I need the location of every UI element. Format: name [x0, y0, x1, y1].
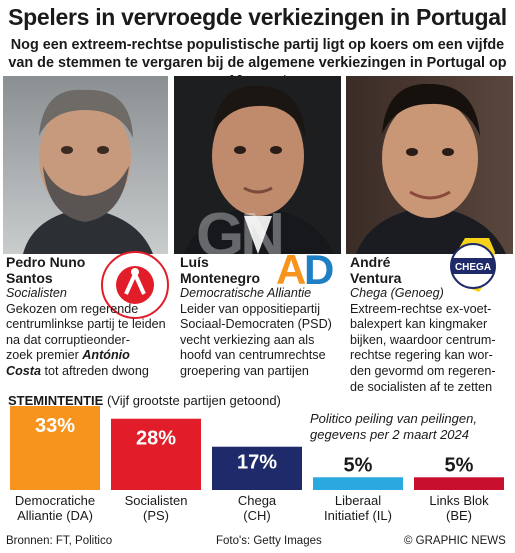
poll-note: Politico peiling van peilingen, gegevens… — [310, 411, 477, 442]
candidate-party: Democratische Alliantie — [180, 286, 312, 300]
candidate-pedro-nuno-santos: Pedro Nuno Santos Socialisten Gekozen om… — [6, 254, 176, 380]
candidate-name: Santos — [6, 270, 53, 286]
photo-pedro-nuno-santos — [3, 76, 168, 254]
candidate-description: Gekozen om regerende centrumlinkse parti… — [6, 301, 166, 378]
candidate-description: Leider van oppositiepartij Sociaal-Democ… — [180, 301, 332, 378]
photo-andre-ventura — [346, 76, 513, 254]
photo-luis-montenegro — [174, 76, 341, 254]
category-label-4: Initiatief (IL) — [324, 508, 392, 523]
bar-value-label-1: 33% — [35, 415, 75, 437]
bar-value-label-5: 5% — [445, 454, 474, 476]
bar-value-label-4: 5% — [344, 454, 373, 476]
footer-sources: Bronnen: FT, Politico — [6, 535, 113, 547]
bar-3 — [212, 446, 302, 490]
category-label-2: Socialisten — [125, 493, 188, 508]
footer-photo-credit: Foto's: Getty Images — [216, 535, 322, 547]
bar-5 — [414, 477, 504, 490]
category-label-1: Alliantie (DA) — [17, 508, 93, 523]
bar-1 — [10, 406, 100, 490]
stemintentie-label: STEMINTENTIE (Vijf grootste partijen get… — [8, 393, 281, 408]
category-label-4: Liberaal — [335, 493, 381, 508]
category-label-5: Links Blok — [429, 493, 489, 508]
candidate-name: Luís — [180, 254, 209, 270]
ad-logo: A D — [274, 244, 340, 295]
candidate-name: André — [350, 254, 391, 270]
partido-socialista-logo — [100, 250, 170, 325]
bar-value-label-3: 17% — [237, 452, 277, 474]
watermark: GN — [196, 201, 285, 270]
chega-logo: CHEGA — [443, 236, 507, 299]
bar-value-label-2: 28% — [136, 428, 176, 450]
candidate-luis-montenegro: Luís Montenegro Democratische Alliantie … — [180, 254, 348, 380]
footer-copyright: © GRAPHIC NEWS — [404, 535, 506, 547]
candidate-description: Extreem-rechtse ex-voet- balexpert kan k… — [350, 301, 496, 394]
candidate-party: Socialisten — [6, 286, 67, 300]
bar-4 — [313, 477, 403, 490]
svg-text:CHEGA: CHEGA — [455, 262, 491, 273]
bar-2 — [111, 418, 201, 490]
candidate-name: Ventura — [350, 270, 402, 286]
svg-text:A: A — [276, 246, 306, 290]
category-label-3: Chega — [238, 493, 277, 508]
chart-title: Spelers in vervroegde verkiezingen in Po… — [8, 4, 507, 30]
candidate-andre-ventura: André Ventura Chega (Genoeg) Extreem-rec… — [350, 254, 513, 395]
category-label-1: Democratiche — [15, 493, 95, 508]
candidate-name: Pedro Nuno — [6, 254, 86, 270]
category-label-2: (PS) — [143, 508, 169, 523]
category-label-5: (BE) — [446, 508, 472, 523]
category-label-3: (CH) — [243, 508, 270, 523]
svg-text:D: D — [304, 246, 334, 290]
candidate-name: Montenegro — [180, 270, 261, 286]
candidate-party: Chega (Genoeg) — [350, 286, 444, 300]
